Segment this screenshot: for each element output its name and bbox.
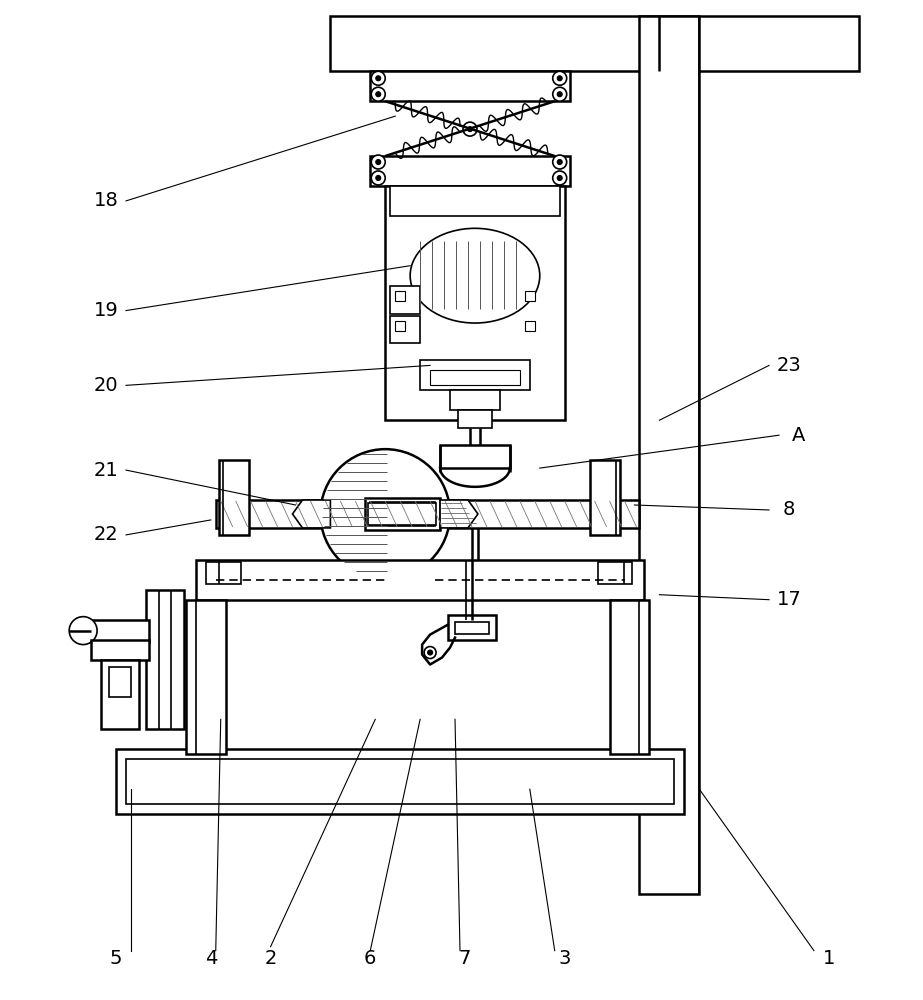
Bar — [330, 16, 858, 71]
Bar — [109, 667, 131, 697]
Bar — [395, 291, 405, 301]
Bar — [455, 622, 489, 634]
Circle shape — [376, 175, 381, 180]
Circle shape — [553, 155, 567, 169]
Bar — [91, 640, 149, 660]
Text: 19: 19 — [94, 301, 118, 320]
Text: A: A — [792, 426, 806, 445]
Text: 21: 21 — [94, 461, 118, 480]
Circle shape — [557, 175, 562, 180]
Circle shape — [463, 122, 477, 136]
Text: 8: 8 — [783, 500, 796, 519]
Text: 7: 7 — [459, 949, 471, 968]
Bar — [640, 16, 700, 894]
Bar — [395, 321, 405, 331]
Bar — [525, 291, 534, 301]
Bar — [590, 460, 619, 535]
Circle shape — [553, 171, 567, 185]
Circle shape — [376, 76, 381, 81]
Circle shape — [371, 155, 385, 169]
Text: 18: 18 — [94, 191, 118, 210]
Bar — [448, 615, 496, 640]
Bar — [126, 759, 675, 804]
Text: 4: 4 — [205, 949, 217, 968]
Circle shape — [376, 92, 381, 97]
Bar — [609, 600, 650, 754]
Text: 6: 6 — [364, 949, 377, 968]
Bar — [146, 590, 184, 729]
Circle shape — [376, 160, 381, 165]
Circle shape — [467, 127, 473, 132]
Circle shape — [320, 449, 450, 579]
Bar — [116, 749, 684, 814]
Text: 23: 23 — [776, 356, 801, 375]
Bar — [390, 286, 420, 314]
Bar — [216, 500, 640, 528]
Bar — [206, 562, 241, 584]
Circle shape — [371, 87, 385, 101]
Circle shape — [553, 87, 567, 101]
Bar — [420, 360, 530, 390]
Polygon shape — [293, 500, 330, 528]
Bar — [186, 600, 226, 754]
Polygon shape — [440, 500, 478, 528]
Bar — [219, 460, 248, 535]
Ellipse shape — [410, 228, 540, 323]
Circle shape — [371, 71, 385, 85]
Circle shape — [427, 650, 433, 655]
Bar — [525, 321, 534, 331]
Bar — [385, 186, 565, 420]
Circle shape — [557, 92, 562, 97]
Bar — [366, 498, 440, 530]
Bar — [368, 503, 436, 525]
Bar — [196, 560, 644, 600]
Text: 17: 17 — [776, 590, 801, 609]
Bar — [430, 370, 520, 385]
Text: 2: 2 — [264, 949, 277, 968]
Circle shape — [553, 71, 567, 85]
Bar — [390, 186, 559, 216]
Text: 5: 5 — [110, 949, 122, 968]
Circle shape — [557, 76, 562, 81]
Bar — [102, 660, 139, 729]
Text: 1: 1 — [822, 949, 835, 968]
Text: 20: 20 — [94, 376, 118, 395]
Circle shape — [557, 160, 562, 165]
Text: 22: 22 — [94, 525, 118, 544]
Circle shape — [371, 171, 385, 185]
Bar — [597, 562, 632, 584]
Bar — [370, 156, 569, 186]
Text: 3: 3 — [558, 949, 571, 968]
Circle shape — [69, 617, 97, 645]
Bar — [440, 445, 509, 468]
Circle shape — [424, 647, 436, 659]
Bar — [390, 316, 420, 343]
Bar — [370, 71, 569, 101]
Bar — [370, 502, 435, 526]
Bar — [91, 620, 149, 642]
Bar — [458, 410, 492, 428]
Bar — [450, 390, 500, 410]
